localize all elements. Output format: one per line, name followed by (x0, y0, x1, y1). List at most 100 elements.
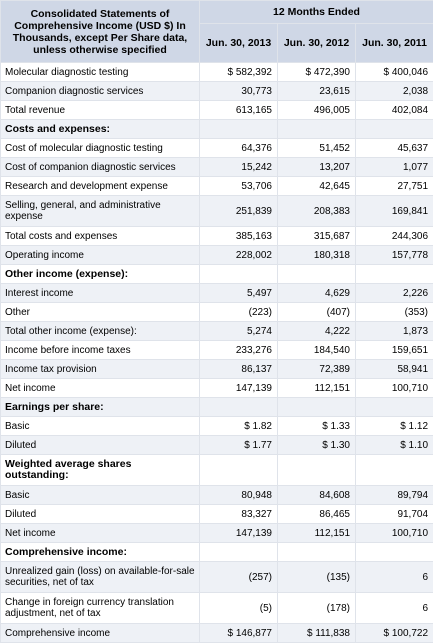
value-cell: 402,084 (356, 101, 433, 120)
row-label: Other (1, 303, 200, 322)
value-cell (200, 398, 278, 417)
statement-title: Consolidated Statements of Comprehensive… (1, 1, 200, 63)
value-cell: 157,778 (356, 246, 433, 265)
value-cell (278, 265, 356, 284)
value-cell (200, 455, 278, 486)
value-cell: 89,794 (356, 486, 433, 505)
value-cell (278, 120, 356, 139)
value-cell: 80,948 (200, 486, 278, 505)
row-label: Net income (1, 524, 200, 543)
value-cell: 15,242 (200, 158, 278, 177)
section-label: Costs and expenses: (1, 120, 200, 139)
row-label: Unrealized gain (loss) on available-for-… (1, 562, 200, 593)
value-cell (200, 543, 278, 562)
value-cell: (257) (200, 562, 278, 593)
row-label: Molecular diagnostic testing (1, 63, 200, 82)
value-cell: 385,163 (200, 227, 278, 246)
row-label: Total revenue (1, 101, 200, 120)
value-cell: 13,207 (278, 158, 356, 177)
value-cell: 147,139 (200, 379, 278, 398)
row-label: Cost of molecular diagnostic testing (1, 139, 200, 158)
value-cell: 147,139 (200, 524, 278, 543)
value-cell: 233,276 (200, 341, 278, 360)
value-cell: 169,841 (356, 196, 433, 227)
value-cell: 86,137 (200, 360, 278, 379)
row-label: Operating income (1, 246, 200, 265)
row-label: Selling, general, and administrative exp… (1, 196, 200, 227)
statement-body: Molecular diagnostic testing$ 582,392$ 4… (1, 63, 433, 643)
value-cell (356, 265, 433, 284)
value-cell (356, 455, 433, 486)
section-label: Weighted average shares outstanding: (1, 455, 200, 486)
value-cell: 91,704 (356, 505, 433, 524)
value-cell: $ 1.33 (278, 417, 356, 436)
table-row: Basic$ 1.82$ 1.33$ 1.12 (1, 417, 433, 436)
column-header-2012: Jun. 30, 2012 (278, 24, 356, 63)
row-label: Interest income (1, 284, 200, 303)
value-cell: 42,645 (278, 177, 356, 196)
section-label: Earnings per share: (1, 398, 200, 417)
value-cell: 58,941 (356, 360, 433, 379)
value-cell: $ 1.30 (278, 436, 356, 455)
value-cell (278, 398, 356, 417)
row-label: Comprehensive income (1, 624, 200, 643)
row-label: Basic (1, 486, 200, 505)
row-label: Diluted (1, 436, 200, 455)
table-row: Change in foreign currency translation a… (1, 593, 433, 624)
value-cell: 184,540 (278, 341, 356, 360)
value-cell: 53,706 (200, 177, 278, 196)
row-label: Companion diagnostic services (1, 82, 200, 101)
value-cell: 244,306 (356, 227, 433, 246)
value-cell: 613,165 (200, 101, 278, 120)
value-cell: $ 472,390 (278, 63, 356, 82)
period-header: 12 Months Ended (200, 1, 433, 24)
table-row: Unrealized gain (loss) on available-for-… (1, 562, 433, 593)
row-label: Income before income taxes (1, 341, 200, 360)
row-label: Net income (1, 379, 200, 398)
value-cell: $ 582,392 (200, 63, 278, 82)
value-cell: (407) (278, 303, 356, 322)
table-row: Comprehensive income$ 146,877$ 111,838$ … (1, 624, 433, 643)
value-cell: $ 1.82 (200, 417, 278, 436)
value-cell: 83,327 (200, 505, 278, 524)
table-row: Selling, general, and administrative exp… (1, 196, 433, 227)
column-header-2011: Jun. 30, 2011 (356, 24, 433, 63)
section-header-row: Earnings per share: (1, 398, 433, 417)
value-cell: 30,773 (200, 82, 278, 101)
section-label: Comprehensive income: (1, 543, 200, 562)
value-cell: 208,383 (278, 196, 356, 227)
value-cell (356, 398, 433, 417)
row-label: Total costs and expenses (1, 227, 200, 246)
value-cell: (5) (200, 593, 278, 624)
value-cell: $ 1.77 (200, 436, 278, 455)
value-cell: 1,077 (356, 158, 433, 177)
value-cell: $ 100,722 (356, 624, 433, 643)
value-cell: (353) (356, 303, 433, 322)
section-header-row: Weighted average shares outstanding: (1, 455, 433, 486)
value-cell: 45,637 (356, 139, 433, 158)
value-cell: 100,710 (356, 379, 433, 398)
value-cell: 228,002 (200, 246, 278, 265)
section-label: Other income (expense): (1, 265, 200, 284)
value-cell: 180,318 (278, 246, 356, 265)
value-cell: (178) (278, 593, 356, 624)
value-cell: 2,038 (356, 82, 433, 101)
value-cell: 496,005 (278, 101, 356, 120)
value-cell (278, 543, 356, 562)
section-header-row: Costs and expenses: (1, 120, 433, 139)
value-cell: 5,274 (200, 322, 278, 341)
value-cell: 64,376 (200, 139, 278, 158)
value-cell: 6 (356, 562, 433, 593)
